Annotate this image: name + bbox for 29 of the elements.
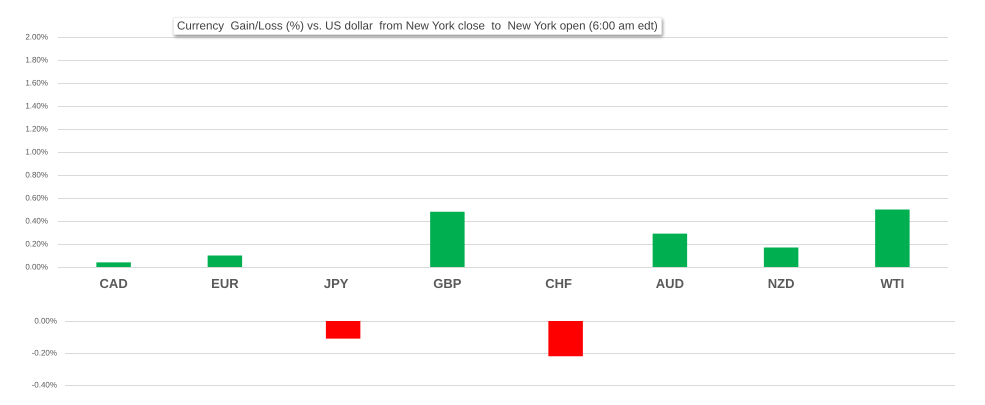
y-tick-label: 0.80% [25, 170, 48, 180]
x-tick-label: CHF [545, 276, 572, 291]
y-tick-label: 1.80% [25, 56, 48, 64]
bar [96, 262, 131, 267]
bar [208, 256, 242, 267]
bar [652, 234, 688, 267]
x-tick-label: WTI [880, 276, 904, 291]
y-tick-label: 0.00% [34, 316, 57, 326]
y-tick-label: 1.60% [25, 78, 48, 88]
chart-title: Currency Gain/Loss (%) vs. US dollar from New York close to New York open (6:00 am edt) [177, 20, 658, 32]
y-tick-label: 0.40% [25, 216, 48, 226]
bar [430, 212, 465, 267]
x-tick-label: NZD [768, 276, 794, 291]
y-tick-label: 1.40% [25, 102, 48, 110]
y-tick-label: 1.00% [25, 148, 48, 156]
x-tick-label: EUR [211, 276, 240, 291]
bar [764, 247, 798, 267]
y-tick-label: -0.20% [32, 348, 57, 358]
y-tick-label: -0.40% [32, 380, 57, 390]
y-tick-label: 0.00% [25, 262, 48, 272]
x-tick-label: CAD [100, 276, 128, 291]
y-tick-label: 0.20% [25, 240, 48, 248]
y-tick-label: 1.20% [25, 124, 48, 134]
y-tick-label: 2.00% [25, 32, 48, 42]
bar [875, 210, 910, 267]
y-tick-label: 0.60% [25, 194, 48, 202]
x-tick-label: AUD [656, 276, 684, 291]
x-tick-label: JPY [324, 276, 349, 291]
x-tick-label: GBP [433, 276, 462, 291]
